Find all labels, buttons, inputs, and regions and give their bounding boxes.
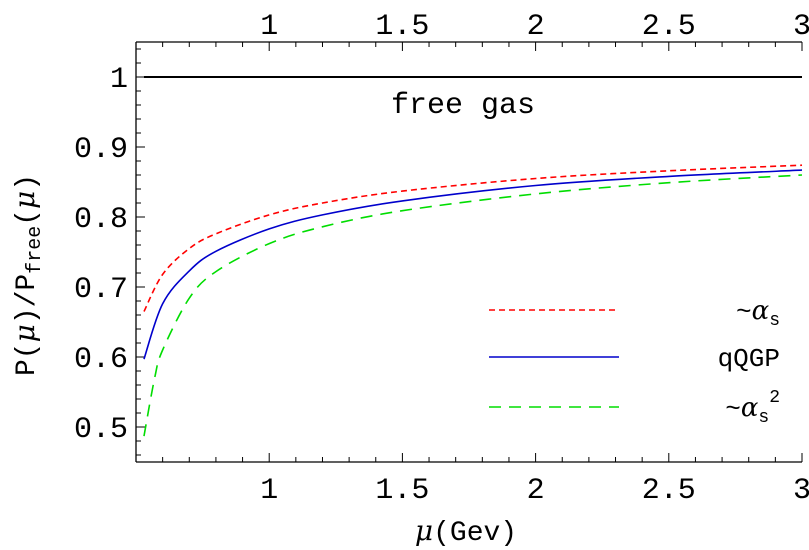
y-tick-label: 0.7 xyxy=(74,273,128,307)
x-axis-title: μ(Gev) xyxy=(415,514,517,549)
x-tick-label: 2.5 xyxy=(642,474,696,508)
top-tick-label: 1.5 xyxy=(375,10,429,44)
y-tick-label: 0.8 xyxy=(74,203,128,237)
x-tick-label: 1 xyxy=(260,474,278,508)
y-axis-title: P(μ)/Pfree(μ) xyxy=(8,174,47,376)
top-tick-label: 3 xyxy=(793,10,809,44)
legend-prefix: ~ xyxy=(725,394,741,424)
y-tick-label: 0.9 xyxy=(74,133,128,167)
x-axis-unit: (Gev) xyxy=(433,518,517,549)
y-tick-label: 0.5 xyxy=(74,413,128,447)
y-axis-subscript: free xyxy=(24,226,47,274)
y-axis-part: ) xyxy=(12,174,43,191)
x-tick-label: 2 xyxy=(527,474,545,508)
x-tick-label: 3 xyxy=(793,474,809,508)
legend-subscript: s xyxy=(758,408,769,428)
free-gas-annotation: free gas xyxy=(391,89,535,123)
legend-label-1: ~αs xyxy=(736,296,780,331)
legend-superscript: 2 xyxy=(769,388,780,408)
tick-marks xyxy=(136,42,803,462)
y-axis-part: )/P xyxy=(12,274,43,324)
y-axis-mu: μ xyxy=(8,191,41,209)
x-tick-label: 1.5 xyxy=(375,474,429,508)
plot-frame xyxy=(135,41,802,463)
series-line-3 xyxy=(143,174,803,437)
series-line-2 xyxy=(143,169,803,360)
x-axis-mu: μ xyxy=(415,514,433,547)
top-tick-label: 2.5 xyxy=(642,10,696,44)
y-tick-label: 1 xyxy=(110,63,128,97)
y-tick-label: 0.6 xyxy=(74,343,128,377)
top-tick-label: 1 xyxy=(260,10,278,44)
legend-label-3: ~αs2 xyxy=(725,388,780,428)
y-axis-mu: μ xyxy=(8,324,41,342)
legend-subscript: s xyxy=(769,311,780,331)
legend-label-2: qQGP xyxy=(718,344,780,374)
legend-prefix: ~ xyxy=(736,297,752,327)
legend-alpha: α xyxy=(752,296,770,326)
series-lines xyxy=(143,75,803,437)
top-tick-label: 2 xyxy=(527,10,545,44)
series-line-1 xyxy=(143,164,803,312)
y-axis-part: P( xyxy=(12,342,43,376)
tick-labels: 1 1 1.5 1.5 2 2 2.5 2.5 3 3 0.5 0.6 0.7 0.8 0.9 1 xyxy=(74,10,809,508)
y-axis-part: ( xyxy=(12,209,43,226)
legend-alpha: α xyxy=(741,393,759,423)
